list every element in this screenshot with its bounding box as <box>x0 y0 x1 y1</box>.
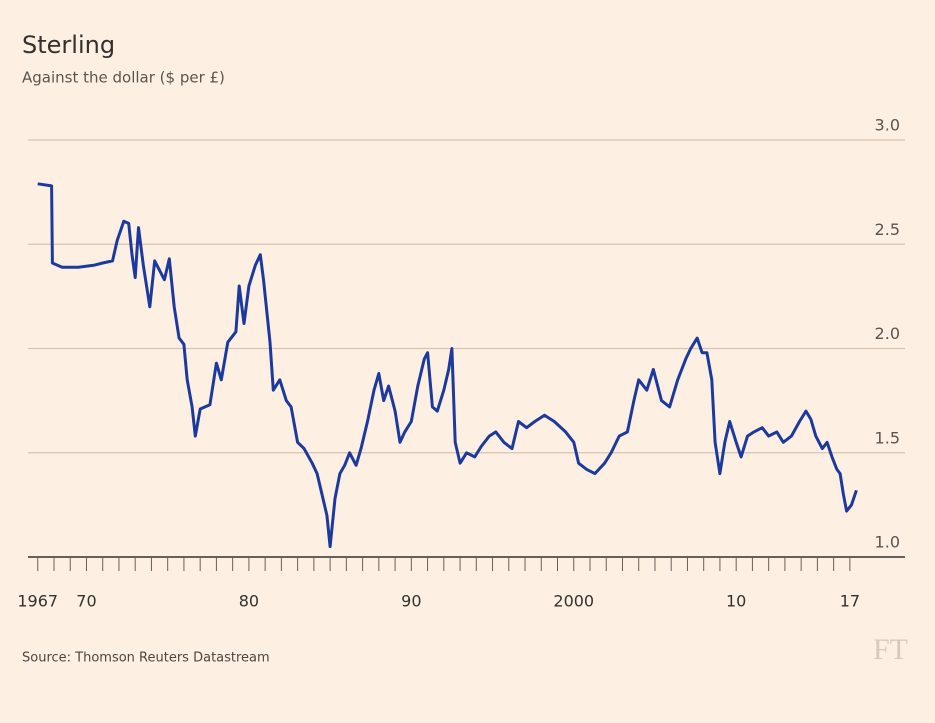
y-tick-label: 2.5 <box>875 220 900 239</box>
x-tick-label: 1967 <box>17 592 58 611</box>
x-tick-label: 10 <box>726 592 746 611</box>
y-tick-label: 1.5 <box>875 428 900 447</box>
x-tick-label: 2000 <box>553 592 594 611</box>
y-tick-label: 3.0 <box>875 116 900 135</box>
chart-title: Sterling <box>22 31 115 59</box>
x-tick-label: 17 <box>840 592 860 611</box>
y-tick-label: 1.0 <box>875 533 900 552</box>
x-tick-label: 90 <box>401 592 421 611</box>
y-tick-label: 2.0 <box>875 324 900 343</box>
x-tick-label: 70 <box>76 592 96 611</box>
x-tick-label: 80 <box>239 592 259 611</box>
source: Source: Thomson Reuters Datastream <box>22 651 270 666</box>
logo: FT <box>873 633 908 666</box>
chart-subtitle: Against the dollar ($ per £) <box>22 69 225 87</box>
series-line <box>37 182 858 549</box>
